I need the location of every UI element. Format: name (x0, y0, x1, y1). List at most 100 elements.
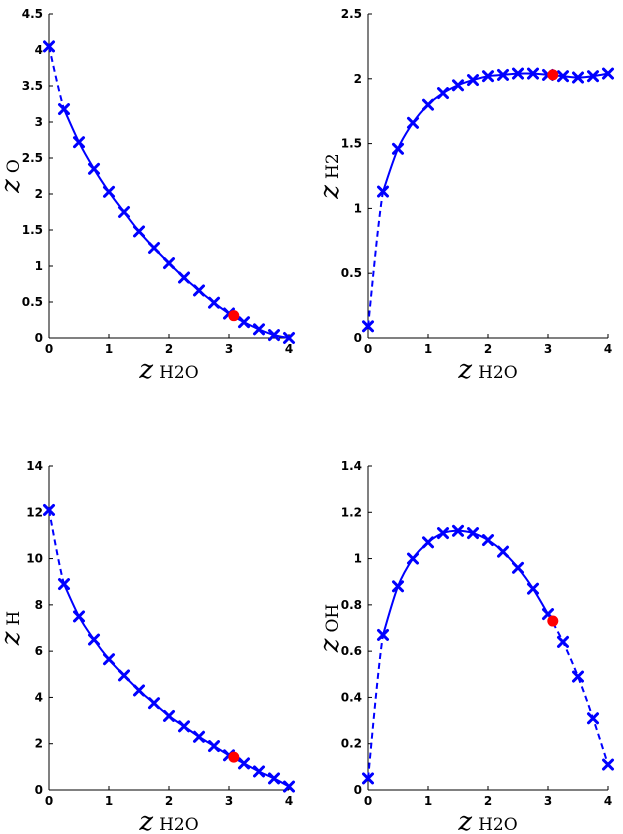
series-dashed-start (48, 509, 65, 585)
y-axis-label-symbol: z (315, 185, 345, 200)
x-tick-label: 2 (165, 794, 173, 808)
y-tick-label: 1 (354, 201, 362, 215)
data-point-marker (238, 316, 250, 329)
x-tick-label: 1 (424, 342, 432, 356)
highlight-point (228, 751, 240, 763)
data-point-marker (422, 98, 434, 111)
data-point-marker (527, 67, 539, 80)
data-point-marker (467, 527, 479, 540)
x-axis-label: z H2O (138, 807, 198, 834)
data-point-marker (283, 332, 295, 344)
highlight-point (547, 615, 559, 627)
x-tick-label: 4 (604, 342, 612, 356)
data-point-marker (268, 772, 280, 785)
data-point-marker (527, 582, 539, 595)
data-point-marker (43, 40, 55, 53)
data-point-marker (118, 669, 130, 682)
data-point-marker (437, 87, 449, 100)
y-tick-label: 0.4 (341, 690, 362, 704)
y-tick-label: 2 (35, 737, 43, 751)
x-axis-label: z H2O (457, 355, 517, 385)
data-point-marker (572, 71, 584, 84)
subplots: 0123400.511.522.533.544.5zH2OzO0123400.5… (0, 7, 614, 834)
data-point-marker (73, 610, 85, 623)
y-tick-label: 6 (35, 644, 43, 658)
data-point-marker (88, 633, 100, 646)
data-point-marker (73, 136, 85, 149)
x-axis-label-symbol: z (138, 355, 153, 385)
y-tick-label: 10 (26, 552, 43, 566)
data-point-marker (118, 206, 130, 218)
x-tick-label: 2 (484, 794, 492, 808)
y-tick-label: 8 (35, 598, 43, 612)
data-point-marker (587, 712, 599, 725)
subplot-z-oh: 0 1 2 3 4 0 0.2 0.4 0.6 0.8 1 1.2 1.4 z H2O z OH (315, 459, 614, 834)
y-tick-label: 0.8 (341, 598, 362, 612)
highlight-point (547, 69, 559, 81)
y-tick-label: 3.5 (22, 79, 43, 93)
data-point-marker (193, 284, 205, 297)
data-point-marker (587, 70, 599, 83)
y-axis-label-symbol: z (0, 631, 26, 646)
x-tick-label: 1 (424, 794, 432, 808)
data-point-marker (193, 730, 205, 743)
x-axis-label-subscript: H2O (478, 815, 518, 834)
y-axis-label: z OH (315, 604, 345, 653)
y-axis-label-subscript: O (4, 159, 24, 173)
data-point-marker (362, 772, 374, 785)
y-axis-label-symbol: z (315, 638, 345, 653)
y-tick-label: 1.4 (341, 459, 362, 473)
data-point-marker (283, 780, 295, 793)
y-axis-label: zH (0, 611, 26, 647)
x-tick-label: 2 (165, 342, 173, 356)
x-axis-label-subscript: H2O (159, 815, 199, 834)
data-point-marker (557, 635, 569, 648)
data-point-marker (88, 162, 100, 175)
y-tick-label: 2 (354, 72, 362, 86)
x-axis-label-symbol: z (138, 807, 153, 834)
data-point-marker (407, 552, 419, 565)
data-point-marker (133, 225, 145, 238)
x-tick-label: 0 (45, 342, 53, 356)
x-tick-label: 2 (484, 342, 492, 356)
x-tick-label: 3 (225, 342, 233, 356)
x-tick-label: 4 (285, 342, 293, 356)
y-tick-label: 12 (26, 505, 43, 519)
y-tick-label: 2 (35, 187, 43, 201)
y-tick-label: 0 (35, 783, 43, 797)
y-tick-label: 0.6 (341, 644, 362, 658)
data-point-marker (268, 329, 280, 342)
data-point-marker (452, 524, 464, 537)
x-axis-label-symbol: z (457, 355, 472, 385)
series-dashed-start (367, 634, 384, 779)
x-tick-label: 4 (604, 794, 612, 808)
y-tick-label: 1.5 (341, 137, 362, 151)
x-tick-label: 3 (544, 794, 552, 808)
data-point-marker (253, 765, 265, 778)
data-point-marker (482, 70, 494, 83)
data-point-marker (557, 70, 569, 83)
data-point-marker (512, 561, 524, 574)
y-axis-label: z H2 (315, 153, 345, 199)
x-tick-label: 1 (105, 342, 113, 356)
data-point-marker (572, 670, 584, 683)
data-point-marker (178, 720, 190, 733)
data-point-marker (163, 257, 175, 270)
series-line (63, 583, 290, 788)
data-point-marker (362, 320, 374, 333)
data-point-marker (602, 67, 614, 80)
data-point-marker (103, 653, 115, 666)
y-tick-label: 2.5 (22, 151, 43, 165)
subplot-z-h: 0123402468101214zH2OzH (0, 459, 295, 834)
x-axis-label-symbol: z (457, 807, 472, 834)
x-axis-label: z H2O (138, 355, 198, 385)
x-tick-label: 0 (364, 794, 372, 808)
x-tick-label: 4 (285, 794, 293, 808)
y-tick-label: 1.5 (22, 223, 43, 237)
data-point-marker (482, 534, 494, 547)
data-point-marker (103, 185, 115, 198)
y-tick-label: 3 (35, 115, 43, 129)
y-axis-label-subscript: H2 (323, 153, 343, 179)
